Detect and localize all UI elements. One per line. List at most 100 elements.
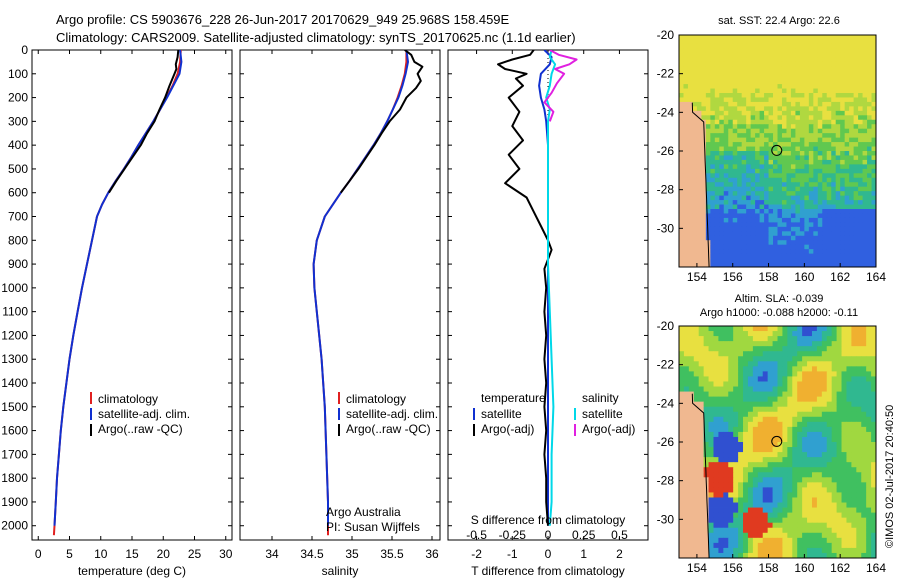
map-cell xyxy=(728,462,734,468)
map-cell xyxy=(871,457,877,463)
map-cell xyxy=(866,492,872,498)
map-cell xyxy=(723,497,729,503)
map-cell xyxy=(741,35,747,40)
map-cell xyxy=(693,467,700,473)
map-cell xyxy=(813,70,819,76)
map-cell xyxy=(871,213,877,219)
map-cell xyxy=(808,88,814,94)
map-cell xyxy=(688,326,695,332)
map-cell xyxy=(813,61,819,67)
map-cell xyxy=(849,66,855,72)
map-cell xyxy=(719,222,725,228)
map-cell xyxy=(743,376,749,382)
map-cell xyxy=(782,517,788,524)
map-cell xyxy=(688,356,695,362)
map-cell xyxy=(846,411,852,418)
map-cell xyxy=(741,48,747,54)
map-cell xyxy=(831,209,837,214)
map-cell xyxy=(759,177,765,183)
map-cell xyxy=(846,522,852,529)
map-cell xyxy=(821,411,828,418)
map-cell xyxy=(759,168,765,174)
map-cell xyxy=(795,186,801,192)
map-cell xyxy=(804,240,810,246)
map-cell xyxy=(862,133,868,139)
map-cell xyxy=(728,182,734,188)
map-cell xyxy=(822,124,828,130)
map-cell xyxy=(871,447,877,453)
map-cell xyxy=(867,231,872,237)
map-cell xyxy=(762,426,769,433)
map-cell xyxy=(683,106,689,112)
map-cell xyxy=(808,262,814,268)
map-cell xyxy=(792,472,798,478)
map-cell xyxy=(733,522,739,529)
map-cell xyxy=(795,217,801,223)
map-cell xyxy=(862,159,868,165)
map-cell xyxy=(755,133,760,139)
map-cell xyxy=(797,366,803,372)
map-cell xyxy=(871,406,877,413)
x-tick-label: 34.5 xyxy=(300,547,324,561)
map-cell xyxy=(787,326,793,332)
map-cell xyxy=(764,93,769,98)
map-y-tick-label: -30 xyxy=(657,512,675,526)
map-cell xyxy=(821,386,828,392)
map-cell xyxy=(723,517,729,524)
map-cell xyxy=(696,258,702,263)
map-cell xyxy=(733,326,739,332)
map-cell xyxy=(777,326,783,332)
map-cell xyxy=(835,52,841,58)
map-cell xyxy=(752,331,759,337)
map-cell xyxy=(858,151,863,156)
map-cell xyxy=(781,195,787,201)
map-cell xyxy=(718,452,724,458)
map-cell xyxy=(795,191,801,197)
map-x-tick-label: 164 xyxy=(866,270,886,284)
map-cell xyxy=(836,366,842,372)
map-cell xyxy=(746,204,752,210)
map-cell xyxy=(719,66,725,72)
map-cell xyxy=(747,416,754,423)
map-cell xyxy=(737,173,743,179)
map-cell xyxy=(773,217,778,223)
map-cell xyxy=(792,507,798,514)
map-cell xyxy=(840,133,846,139)
map-cell xyxy=(786,66,792,72)
map-cell xyxy=(764,70,769,76)
map-cell xyxy=(743,477,749,483)
map-cell xyxy=(786,128,792,134)
map-cell xyxy=(755,88,760,94)
map-cell xyxy=(816,336,823,342)
map-cell xyxy=(826,457,833,463)
map-cell xyxy=(708,487,714,493)
map-cell xyxy=(844,195,850,201)
map-cell xyxy=(813,177,819,183)
map-cell xyxy=(813,110,819,116)
map-cell xyxy=(698,396,705,403)
map-cell xyxy=(853,101,859,107)
map-cell xyxy=(738,406,744,413)
map-cell xyxy=(710,66,716,72)
map-cell xyxy=(867,173,872,179)
map-cell xyxy=(862,57,868,63)
map-cell xyxy=(836,406,842,413)
map-cell xyxy=(708,351,714,357)
map-cell xyxy=(683,477,690,483)
map-cell xyxy=(757,442,764,448)
map-cell xyxy=(835,235,841,241)
map-cell xyxy=(790,97,796,103)
argo-australia-label: Argo Australia xyxy=(326,505,401,519)
map-cell xyxy=(858,213,863,219)
map-cell xyxy=(693,487,700,493)
map-cell xyxy=(807,411,813,418)
map-cell xyxy=(790,204,796,210)
map-cell xyxy=(817,217,823,223)
map-cell xyxy=(713,421,719,428)
map-cell xyxy=(795,35,801,40)
map-cell xyxy=(807,472,813,478)
map-cell xyxy=(723,472,729,478)
map-cell xyxy=(795,57,801,63)
map-cell xyxy=(679,155,684,161)
map-cell xyxy=(714,61,720,67)
